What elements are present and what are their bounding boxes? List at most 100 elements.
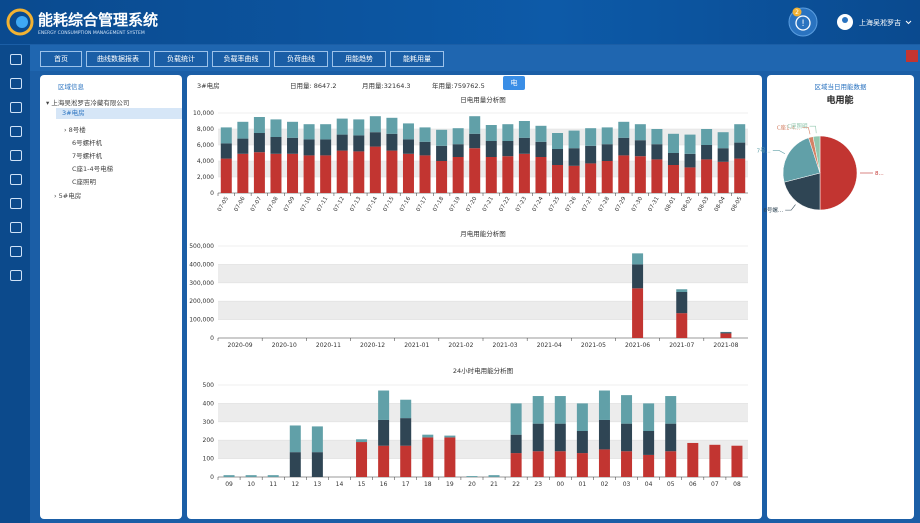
- bar-segment: [289, 425, 301, 453]
- tree-label: 3#电房: [62, 109, 85, 117]
- bar-segment: [554, 396, 566, 424]
- bar-segment: [717, 148, 729, 162]
- x-tick-label: 07-07: [250, 196, 263, 213]
- bar-segment: [469, 148, 481, 193]
- bar-segment: [253, 152, 265, 193]
- bar-segment: [568, 130, 580, 149]
- bar-segment: [665, 423, 677, 452]
- nav-button[interactable]: 负载率曲线: [212, 51, 270, 67]
- bar-segment: [676, 313, 688, 338]
- x-tick-label: 07: [711, 481, 719, 488]
- bar-segment: [436, 129, 448, 146]
- x-tick-label: 07-29: [614, 196, 627, 213]
- x-tick-label: 08-04: [714, 196, 727, 213]
- tree-node[interactable]: 6号螺杆机: [72, 139, 103, 147]
- menu-icon[interactable]: [10, 198, 22, 209]
- menu-icon[interactable]: [10, 150, 22, 161]
- pie-leader: [772, 150, 786, 154]
- menu-icon[interactable]: [10, 54, 22, 65]
- bar-segment: [386, 133, 398, 151]
- menu-icon[interactable]: [10, 126, 22, 137]
- x-tick-label: 07-08: [267, 196, 280, 213]
- y-tick-label: 400,000: [189, 261, 214, 268]
- nav-button[interactable]: 用能趋势: [332, 51, 386, 67]
- bar-segment: [552, 149, 564, 165]
- grid-band: [218, 161, 748, 177]
- y-tick-label: 100,000: [189, 317, 214, 324]
- menu-icon[interactable]: [10, 246, 22, 257]
- bar-segment: [320, 124, 332, 140]
- x-tick-label: 19: [446, 481, 454, 488]
- header-graphics: 能耗综合管理系统 ENERGY CONSUMPTION MANAGEMENT S…: [6, 7, 912, 37]
- menu-icon[interactable]: [10, 102, 22, 113]
- menu-icon[interactable]: [10, 222, 22, 233]
- bar-segment: [402, 153, 414, 193]
- user-name[interactable]: 上海吴淞罗吉: [859, 18, 901, 27]
- pie-label: C座1-4...: [777, 123, 801, 131]
- nav-button[interactable]: 曲线数据报表: [86, 51, 150, 67]
- pie-title: 电用能: [826, 94, 853, 106]
- x-tick-label: 07-26: [565, 196, 578, 213]
- bar-segment: [601, 144, 613, 161]
- x-tick-label: 2021-07: [669, 342, 694, 349]
- bar-segment: [245, 475, 257, 477]
- grid-band: [218, 301, 748, 320]
- x-tick-label: 2020-12: [360, 342, 385, 349]
- bar-segment: [585, 145, 597, 164]
- tree-node-selected[interactable]: 3#电房: [56, 108, 182, 119]
- bar-segment: [320, 155, 332, 193]
- y-tick-label: 0: [210, 335, 214, 342]
- bar-segment: [444, 435, 456, 438]
- tree-node[interactable]: C座照明: [72, 178, 97, 186]
- bar-segment: [552, 133, 564, 149]
- menu-icon[interactable]: [10, 270, 22, 281]
- x-tick-label: 07-05: [217, 196, 230, 213]
- bar-segment: [220, 143, 232, 159]
- x-tick-label: 07-12: [333, 196, 346, 213]
- bar-segment: [598, 390, 610, 420]
- bar-segment: [535, 141, 547, 157]
- nav-button[interactable]: 负荷曲线: [274, 51, 328, 67]
- bar-segment: [554, 451, 566, 477]
- menu-icon[interactable]: [10, 174, 22, 185]
- x-tick-label: 07-18: [432, 196, 445, 213]
- x-tick-label: 07-22: [498, 196, 511, 213]
- y-tick-label: 4,000: [197, 158, 214, 165]
- tree-label: 8号楼: [68, 126, 86, 134]
- bar-segment: [568, 165, 580, 193]
- tree-node[interactable]: 7号螺杆机: [72, 152, 103, 160]
- x-tick-label: 07-30: [631, 196, 644, 213]
- bar-segment: [621, 423, 633, 452]
- badge: [792, 7, 802, 17]
- tree-node[interactable]: › 5#电房: [54, 190, 81, 200]
- y-tick-label: 300: [203, 419, 215, 426]
- nav-button[interactable]: 负载统计: [154, 51, 208, 67]
- tree-caret: ▾: [46, 99, 52, 107]
- tree-node[interactable]: C座1-4号电梯: [72, 165, 114, 173]
- bar-segment: [701, 159, 713, 193]
- x-tick-label: 17: [402, 481, 410, 488]
- bar-segment: [518, 137, 530, 154]
- pie-label: 6号螺...: [763, 206, 783, 214]
- x-tick-label: 06: [689, 481, 697, 488]
- corner-button[interactable]: [906, 50, 918, 62]
- nav-button[interactable]: 首页: [40, 51, 82, 67]
- bar-segment: [634, 156, 646, 193]
- tree-node[interactable]: ▾ 上海吴淞罗吉冷藏有限公司: [46, 97, 129, 107]
- bar-segment: [554, 423, 566, 452]
- tree-title: 区域信息: [58, 83, 84, 91]
- nav-button[interactable]: 能耗用量: [390, 51, 444, 67]
- menu-icon[interactable]: [10, 78, 22, 89]
- energy-type-button[interactable]: 电: [503, 76, 525, 90]
- x-tick-label: 07-13: [349, 196, 362, 213]
- bar-segment: [651, 144, 663, 160]
- bar-segment: [518, 153, 530, 193]
- bar-segment: [502, 156, 514, 193]
- bar-segment: [378, 419, 390, 446]
- y-tick-label: 500,000: [189, 243, 214, 250]
- tree-node[interactable]: › 8号楼: [64, 124, 86, 134]
- bar-segment: [651, 129, 663, 145]
- y-tick-label: 0: [210, 190, 214, 197]
- bar-segment: [552, 165, 564, 193]
- info-month: 月用量:32164.3: [362, 82, 411, 90]
